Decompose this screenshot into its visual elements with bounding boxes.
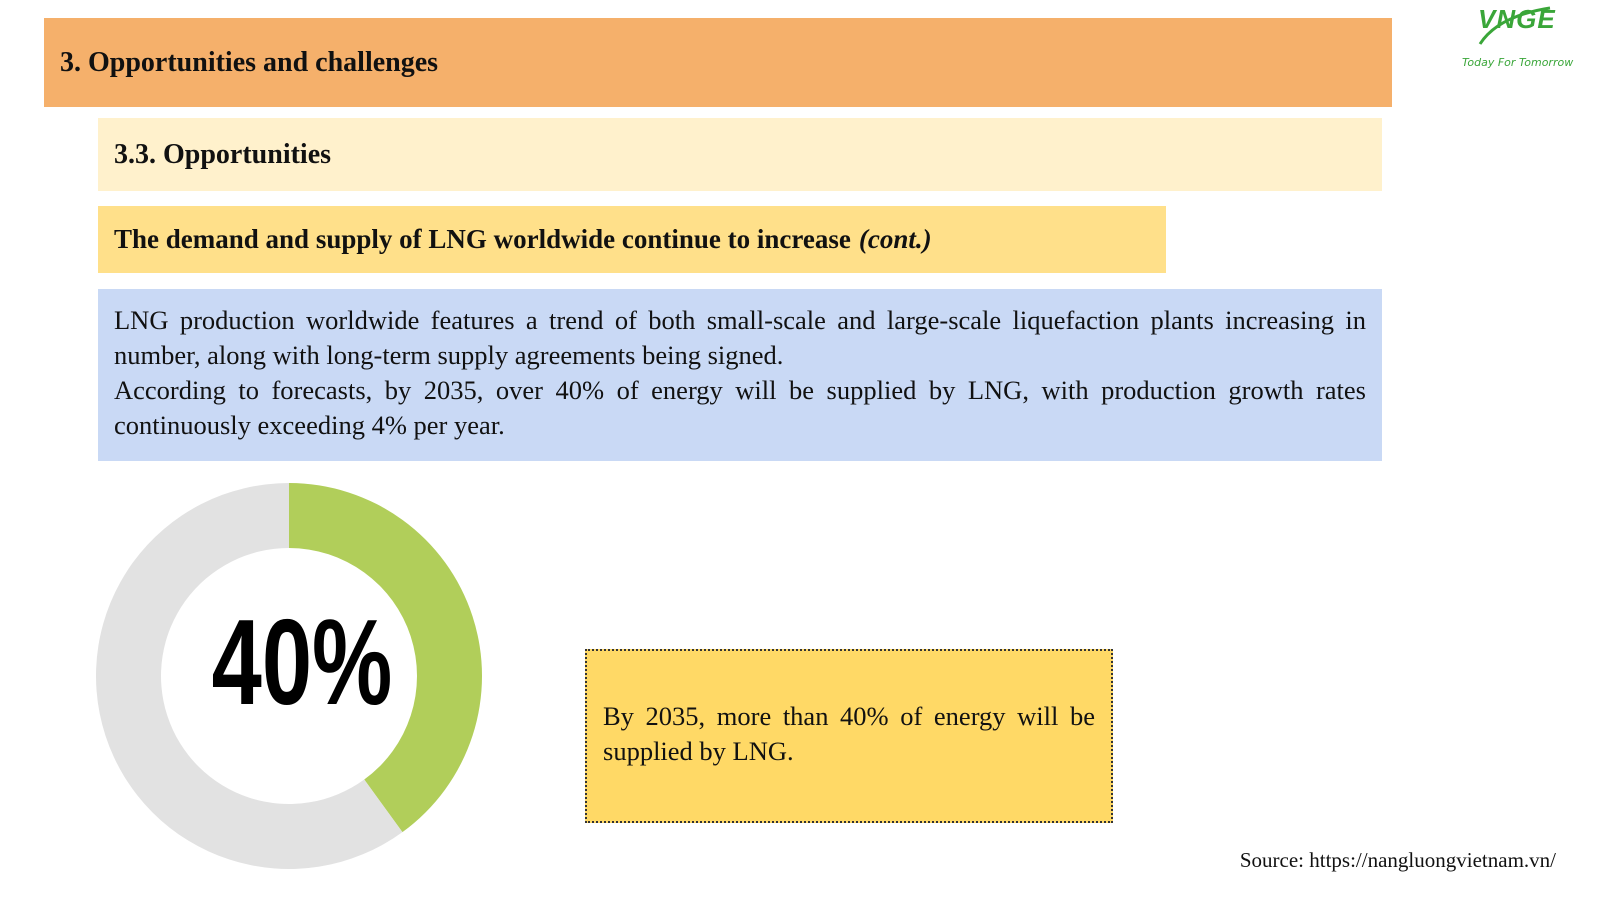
donut-center-label: 40% [212,594,393,730]
section-title: 3. Opportunities and challenges [60,46,439,78]
logo-swoosh-icon [1478,6,1551,45]
info-paragraph-2: According to forecasts, by 2035, over 40… [114,375,1366,440]
callout-box: By 2035, more than 40% of energy will be… [585,649,1113,823]
logo-tagline: Today For Tomorrow [1462,56,1574,69]
logo-wordmark: VNGE [1478,4,1556,34]
source-citation: Source: https://nangluongvietnam.vn/ [1239,848,1556,872]
donut-chart: 40% [96,483,482,869]
info-box: LNG production worldwide features a tren… [98,289,1382,461]
subsection-title: 3.3. Opportunities [114,138,332,170]
donut-slice-remainder [96,483,403,869]
donut-slice-highlight [289,483,482,833]
headline-text: The demand and supply of LNG worldwide c… [114,224,851,254]
headline-bar: The demand and supply of LNG worldwide c… [98,206,1166,273]
info-paragraph-1: LNG production worldwide features a tren… [114,305,1366,370]
vnge-logo: VNGE Today For Tomorrow [1458,4,1594,76]
callout-text: By 2035, more than 40% of energy will be… [603,701,1095,766]
section-title-bar: 3. Opportunities and challenges [44,18,1392,107]
subsection-title-bar: 3.3. Opportunities [98,118,1382,191]
headline-suffix: (cont.) [858,224,932,254]
donut-slices [96,483,482,869]
